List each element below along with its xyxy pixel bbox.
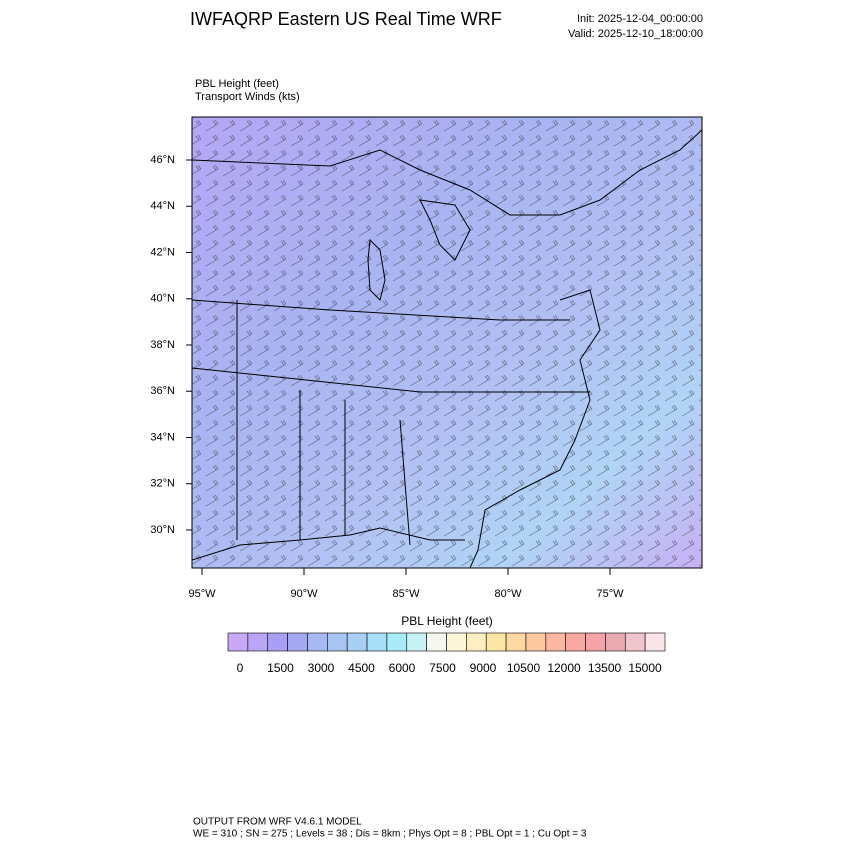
lon-axis: 95°W 90°W 85°W 80°W 75°W — [188, 568, 624, 600]
lat-label: 46°N — [150, 154, 175, 166]
lon-label: 85°W — [392, 588, 420, 600]
valid-time: Valid: 2025-12-10_18:00:00 — [568, 28, 703, 40]
colorbar-label: 3000 — [308, 661, 335, 675]
lon-label: 75°W — [596, 588, 624, 600]
colorbar-box — [505, 632, 527, 652]
colorbar-label: 0 — [237, 661, 244, 675]
colorbar-box — [386, 632, 408, 652]
colorbar-label: 1500 — [267, 661, 294, 675]
colorbar-label: 4500 — [348, 661, 375, 675]
colorbar-label: 15000 — [628, 661, 662, 675]
colorbar-box — [366, 632, 388, 652]
colorbar-box — [545, 632, 566, 652]
colorbar-label: 10500 — [507, 661, 541, 675]
lat-label: 32°N — [150, 478, 175, 490]
lon-label: 80°W — [494, 588, 522, 600]
colorbar-box — [327, 632, 348, 652]
colorbar-box — [644, 632, 666, 652]
colorbar-box — [346, 632, 368, 652]
colorbar-box — [267, 632, 288, 652]
lat-label: 42°N — [150, 246, 175, 258]
colorbar-box — [307, 632, 328, 652]
lat-label: 30°N — [150, 524, 175, 536]
colorbar-box — [406, 632, 427, 652]
colorbar-box — [287, 632, 308, 652]
colorbar: 0 1500 3000 4500 6000 7500 9000 10500 12000 13500… — [227, 632, 666, 675]
colorbar-label: 7500 — [429, 661, 456, 675]
map-frame — [191, 116, 703, 569]
colorbar-box — [585, 632, 606, 652]
colorbar-label: 9000 — [470, 661, 497, 675]
colorbar-box — [227, 632, 249, 652]
lat-axis: 46°N 44°N 42°N 40°N 38°N 36°N 34°N 32°N 30°N — [150, 154, 192, 536]
wind-barbs — [192, 117, 702, 568]
colorbar-box — [247, 632, 269, 652]
lon-label: 90°W — [290, 588, 318, 600]
borders — [192, 129, 702, 568]
lat-label: 40°N — [150, 293, 175, 305]
lat-label: 38°N — [150, 339, 175, 351]
title: IWFAQRP Eastern US Real Time WRF — [190, 9, 502, 29]
colorbar-label: 6000 — [389, 661, 416, 675]
lat-label: 44°N — [150, 200, 175, 212]
field-label: PBL Height (feet) — [195, 78, 279, 90]
colorbar-box — [426, 632, 447, 652]
init-time: Init: 2025-12-04_00:00:00 — [577, 13, 703, 25]
colorbar-box — [605, 632, 626, 652]
colorbar-label: 13500 — [588, 661, 622, 675]
footer-line: WE = 310 ; SN = 275 ; Levels = 38 ; Dis … — [193, 829, 587, 840]
lon-label: 95°W — [188, 588, 216, 600]
map — [192, 117, 702, 568]
field-label: Transport Winds (kts) — [195, 91, 300, 103]
footer-line: OUTPUT FROM WRF V4.6.1 MODEL — [193, 817, 362, 828]
lat-label: 36°N — [150, 385, 175, 397]
colorbar-box — [466, 632, 487, 652]
colorbar-box — [485, 632, 507, 652]
colorbar-label: 12000 — [547, 661, 581, 675]
colorbar-box — [624, 632, 646, 652]
lat-label: 34°N — [150, 431, 175, 443]
colorbar-box — [446, 632, 467, 652]
colorbar-box — [525, 632, 547, 652]
colorbar-box — [565, 632, 586, 652]
colorbar-title: PBL Height (feet) — [401, 614, 493, 628]
